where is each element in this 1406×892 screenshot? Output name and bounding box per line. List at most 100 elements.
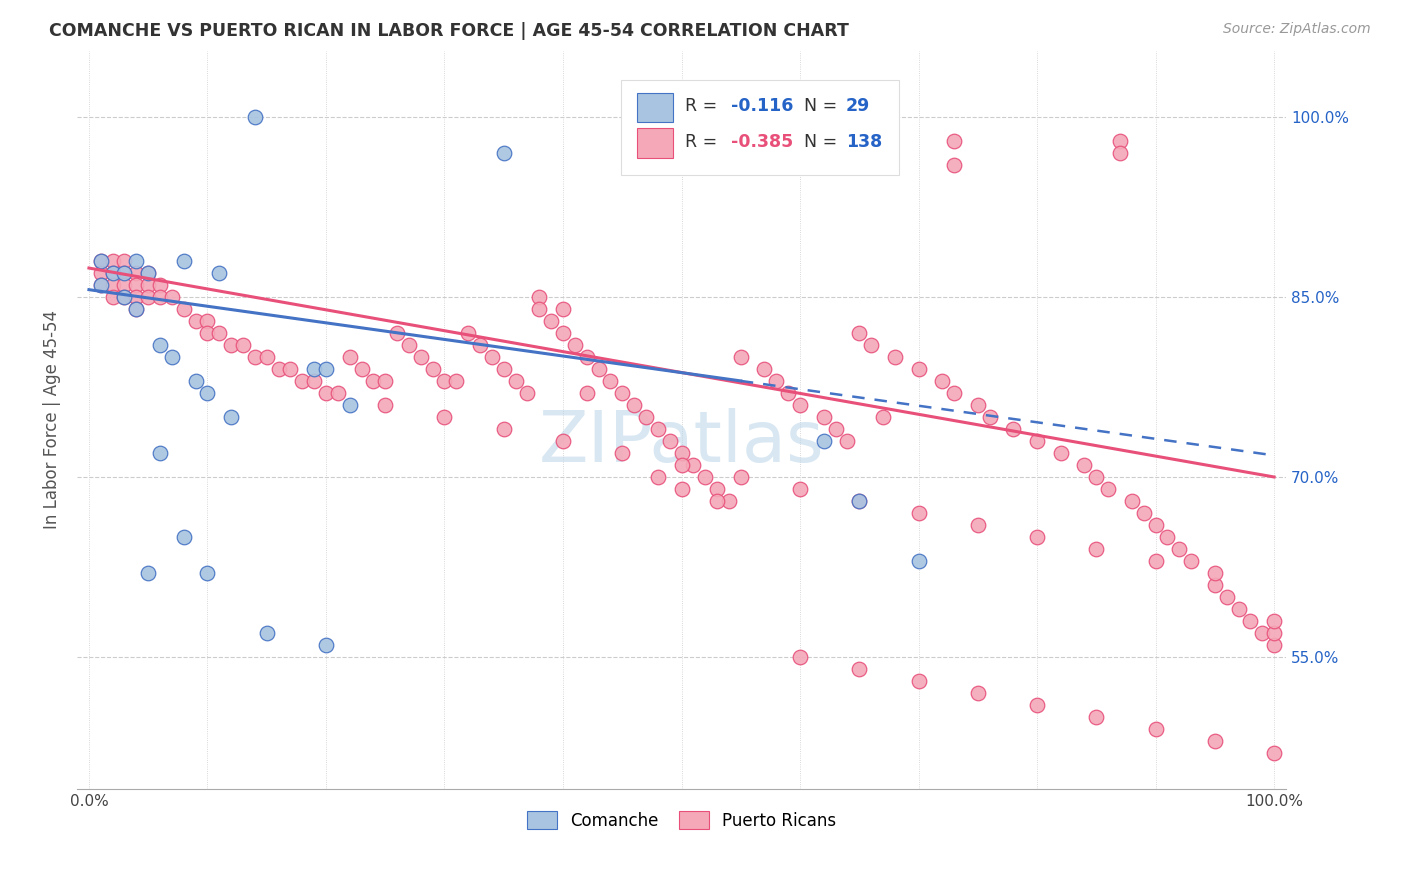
- Point: [149, 290, 172, 304]
- Point: [634, 409, 657, 424]
- Point: [208, 326, 231, 340]
- Point: [1156, 530, 1178, 544]
- Point: [315, 638, 337, 652]
- Point: [1002, 422, 1025, 436]
- Point: [197, 314, 219, 328]
- Point: [671, 482, 693, 496]
- Point: [385, 326, 408, 340]
- Point: [339, 350, 361, 364]
- Text: 138: 138: [846, 133, 882, 151]
- FancyBboxPatch shape: [637, 128, 673, 158]
- Point: [243, 110, 266, 124]
- Point: [481, 350, 503, 364]
- Point: [114, 290, 136, 304]
- Point: [114, 266, 136, 280]
- FancyBboxPatch shape: [637, 93, 673, 122]
- Point: [256, 350, 278, 364]
- Point: [848, 662, 870, 676]
- Point: [101, 277, 124, 292]
- Point: [433, 374, 456, 388]
- Point: [1204, 734, 1226, 748]
- Point: [837, 434, 859, 448]
- Point: [623, 398, 645, 412]
- Text: R =: R =: [685, 133, 723, 151]
- Point: [1204, 578, 1226, 592]
- Point: [219, 409, 242, 424]
- Point: [184, 314, 207, 328]
- Point: [529, 301, 551, 316]
- Point: [966, 686, 988, 700]
- Text: N =: N =: [804, 133, 842, 151]
- Point: [1144, 722, 1167, 736]
- Point: [599, 374, 621, 388]
- Point: [931, 374, 953, 388]
- Point: [422, 362, 444, 376]
- Point: [647, 470, 669, 484]
- Point: [125, 253, 148, 268]
- Point: [1109, 134, 1132, 148]
- Point: [173, 253, 195, 268]
- Point: [1144, 554, 1167, 568]
- Point: [1132, 506, 1154, 520]
- Point: [101, 266, 124, 280]
- Point: [1215, 590, 1237, 604]
- Text: -0.116: -0.116: [731, 97, 793, 115]
- Point: [197, 386, 219, 401]
- Point: [706, 482, 728, 496]
- Point: [1097, 482, 1119, 496]
- Text: R =: R =: [685, 97, 723, 115]
- Point: [302, 374, 325, 388]
- Point: [136, 266, 159, 280]
- Point: [208, 266, 231, 280]
- Point: [125, 301, 148, 316]
- Point: [575, 386, 598, 401]
- Point: [492, 362, 515, 376]
- Point: [363, 374, 385, 388]
- Point: [197, 566, 219, 580]
- Point: [243, 350, 266, 364]
- Text: COMANCHE VS PUERTO RICAN IN LABOR FORCE | AGE 45-54 CORRELATION CHART: COMANCHE VS PUERTO RICAN IN LABOR FORCE …: [49, 22, 849, 40]
- Point: [114, 290, 136, 304]
- Point: [125, 301, 148, 316]
- Point: [730, 350, 752, 364]
- Point: [291, 374, 314, 388]
- Point: [90, 266, 112, 280]
- Point: [114, 277, 136, 292]
- Point: [160, 350, 183, 364]
- Point: [1026, 698, 1049, 713]
- Point: [813, 434, 835, 448]
- Point: [1026, 530, 1049, 544]
- Point: [789, 398, 811, 412]
- Point: [446, 374, 468, 388]
- Point: [125, 290, 148, 304]
- Point: [398, 338, 420, 352]
- Text: -0.385: -0.385: [731, 133, 793, 151]
- Point: [374, 398, 396, 412]
- Point: [1263, 614, 1285, 628]
- Point: [717, 494, 740, 508]
- Point: [374, 374, 396, 388]
- Point: [907, 506, 929, 520]
- Point: [1085, 710, 1108, 724]
- Point: [778, 386, 800, 401]
- Point: [588, 362, 610, 376]
- Point: [90, 277, 112, 292]
- Point: [90, 277, 112, 292]
- Point: [883, 350, 905, 364]
- Point: [280, 362, 302, 376]
- Text: Source: ZipAtlas.com: Source: ZipAtlas.com: [1223, 22, 1371, 37]
- Point: [1263, 638, 1285, 652]
- Text: ZIPatlas: ZIPatlas: [538, 408, 824, 476]
- Point: [350, 362, 373, 376]
- Point: [457, 326, 479, 340]
- Point: [612, 446, 634, 460]
- Point: [872, 409, 894, 424]
- Point: [824, 422, 846, 436]
- FancyBboxPatch shape: [621, 80, 898, 175]
- Point: [551, 326, 574, 340]
- Point: [232, 338, 254, 352]
- Point: [136, 290, 159, 304]
- Point: [1204, 566, 1226, 580]
- Point: [149, 446, 172, 460]
- Point: [339, 398, 361, 412]
